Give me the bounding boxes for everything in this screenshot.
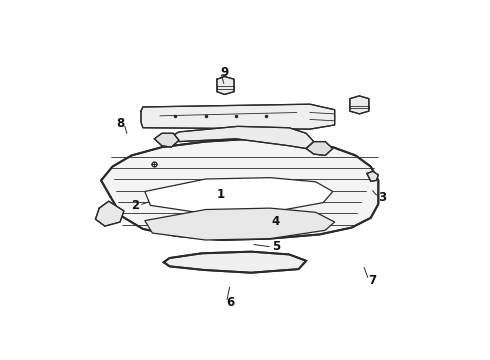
Text: 2: 2 [131, 199, 139, 212]
Text: 8: 8 [116, 117, 124, 130]
Polygon shape [145, 208, 335, 240]
Polygon shape [217, 76, 234, 94]
Polygon shape [164, 252, 306, 273]
Text: 6: 6 [226, 296, 234, 309]
Polygon shape [145, 177, 333, 214]
Text: 9: 9 [220, 66, 229, 79]
Polygon shape [170, 126, 314, 149]
Polygon shape [101, 139, 378, 240]
Polygon shape [367, 171, 378, 181]
Polygon shape [96, 201, 124, 226]
Text: 7: 7 [368, 274, 377, 287]
Text: 5: 5 [271, 240, 280, 253]
Text: 1: 1 [217, 188, 225, 201]
Polygon shape [350, 96, 369, 114]
Polygon shape [154, 133, 179, 147]
Text: 4: 4 [271, 216, 280, 229]
Polygon shape [141, 104, 335, 129]
Text: 3: 3 [378, 190, 386, 203]
Polygon shape [306, 141, 333, 156]
